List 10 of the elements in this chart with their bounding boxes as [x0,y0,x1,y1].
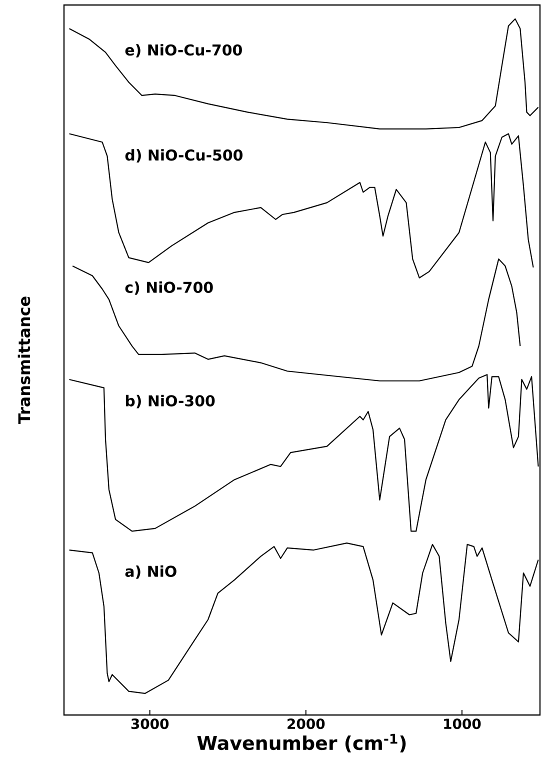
series-label: b) NiO-300 [126,394,215,408]
x-tick-label: 1000 [444,718,481,730]
series-label: a) NiO [125,565,176,579]
x-tick-label: 3000 [131,718,169,730]
x-axis-title: Wavenumber (cm$^{-1}$) [197,734,406,752]
series-label: d) NiO-Cu-500 [125,149,243,162]
series-label: e) NiO-Cu-700 [125,44,242,58]
y-axis-title: Transmittance [18,296,30,424]
x-tick-label: 2000 [288,718,325,730]
series-label: c) NiO-700 [125,281,213,295]
